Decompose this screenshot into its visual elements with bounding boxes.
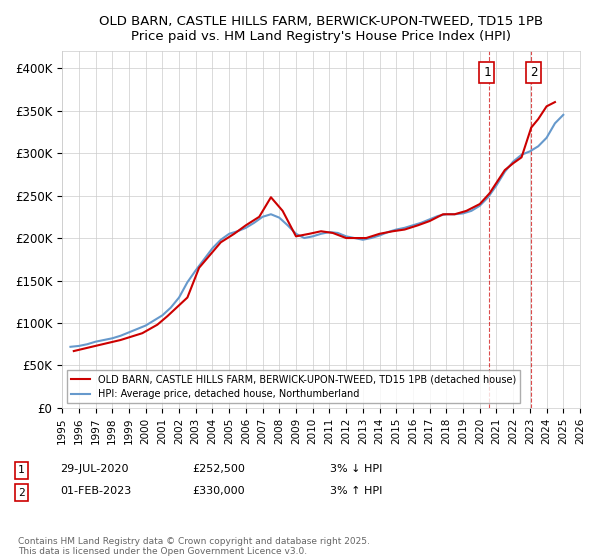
Text: Contains HM Land Registry data © Crown copyright and database right 2025.
This d: Contains HM Land Registry data © Crown c… <box>18 537 370 557</box>
Title: OLD BARN, CASTLE HILLS FARM, BERWICK-UPON-TWEED, TD15 1PB
Price paid vs. HM Land: OLD BARN, CASTLE HILLS FARM, BERWICK-UPO… <box>99 15 543 43</box>
Text: 29-JUL-2020: 29-JUL-2020 <box>60 464 128 474</box>
Text: 01-FEB-2023: 01-FEB-2023 <box>60 487 131 497</box>
Text: 2: 2 <box>18 488 25 498</box>
Text: £252,500: £252,500 <box>192 464 245 474</box>
Text: 3% ↑ HPI: 3% ↑ HPI <box>330 487 382 497</box>
Text: 2: 2 <box>530 66 537 79</box>
Text: £330,000: £330,000 <box>192 487 245 497</box>
Text: 1: 1 <box>18 465 25 475</box>
Text: 3% ↓ HPI: 3% ↓ HPI <box>330 464 382 474</box>
Legend: OLD BARN, CASTLE HILLS FARM, BERWICK-UPON-TWEED, TD15 1PB (detached house), HPI:: OLD BARN, CASTLE HILLS FARM, BERWICK-UPO… <box>67 371 520 403</box>
Text: 1: 1 <box>483 66 491 79</box>
